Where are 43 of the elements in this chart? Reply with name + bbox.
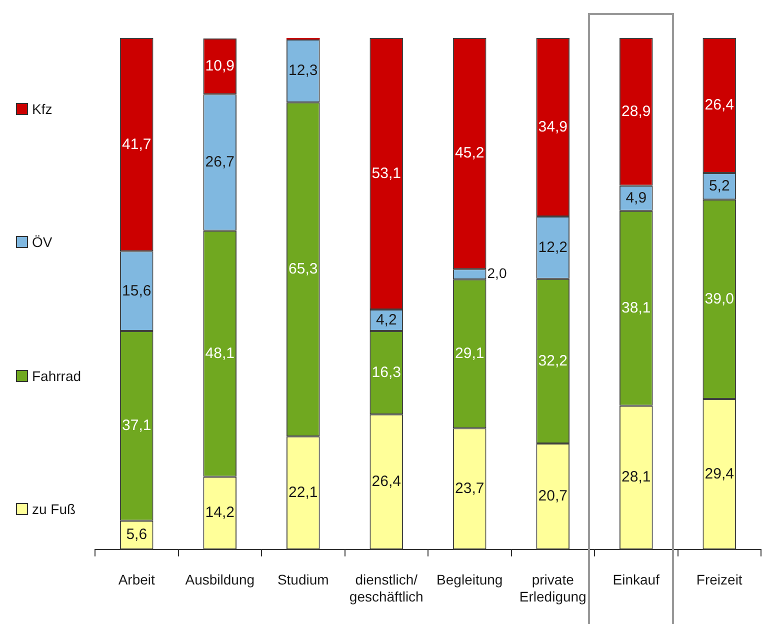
data-label: 37,1	[122, 417, 152, 434]
data-label: 29,4	[704, 465, 734, 482]
x-tick-label: Ausbildung	[185, 572, 255, 588]
data-label: 28,9	[622, 103, 651, 120]
data-label: 26,4	[372, 473, 401, 490]
data-label: 4,9	[626, 189, 647, 206]
data-label: 22,1	[288, 484, 318, 502]
data-label: 53,1	[372, 164, 401, 182]
data-label: 41,7	[122, 136, 152, 153]
data-label: 32,2	[538, 352, 568, 370]
data-label: 14,2	[205, 504, 234, 522]
x-tick-label: Einkauf	[612, 572, 660, 588]
data-label: 10,9	[205, 58, 234, 75]
data-label: 26,4	[704, 96, 734, 114]
data-label: 12,2	[538, 238, 568, 256]
data-label: 4,2	[376, 311, 397, 328]
data-label: 29,1	[455, 344, 484, 362]
data-label: 5,2	[708, 177, 730, 194]
legend-label: ÖV	[32, 233, 52, 252]
data-label: 65,3	[288, 260, 318, 278]
x-tick-label: Arbeit	[118, 572, 156, 588]
data-label: 2,0	[487, 265, 507, 282]
x-tick-label: private Erledigung	[519, 572, 586, 604]
data-label: 39,0	[704, 290, 734, 308]
legend-label: Kfz	[32, 100, 52, 118]
data-label: 12,3	[288, 62, 318, 80]
x-tick-label: dienstlich/geschäftlich	[349, 572, 424, 604]
data-label: 45,2	[455, 144, 484, 162]
x-tick-label: Begleitung	[436, 572, 503, 588]
data-label: 20,7	[538, 488, 568, 505]
data-label: 28,1	[622, 468, 651, 486]
legend-label: zu Fuß	[32, 500, 76, 518]
data-label: 38,1	[622, 299, 651, 316]
legend-label: Fahrrad	[32, 366, 82, 385]
data-label: 23,7	[455, 480, 484, 497]
data-label: 34,9	[538, 118, 568, 136]
data-label: 48,1	[205, 344, 234, 362]
data-label: 5,6	[126, 526, 148, 544]
data-label: 16,3	[372, 364, 401, 381]
data-label: 26,7	[205, 154, 234, 171]
x-tick-label: Freizeit	[696, 572, 742, 588]
x-tick-label: Studium	[277, 572, 329, 588]
data-label: 15,6	[122, 282, 152, 300]
